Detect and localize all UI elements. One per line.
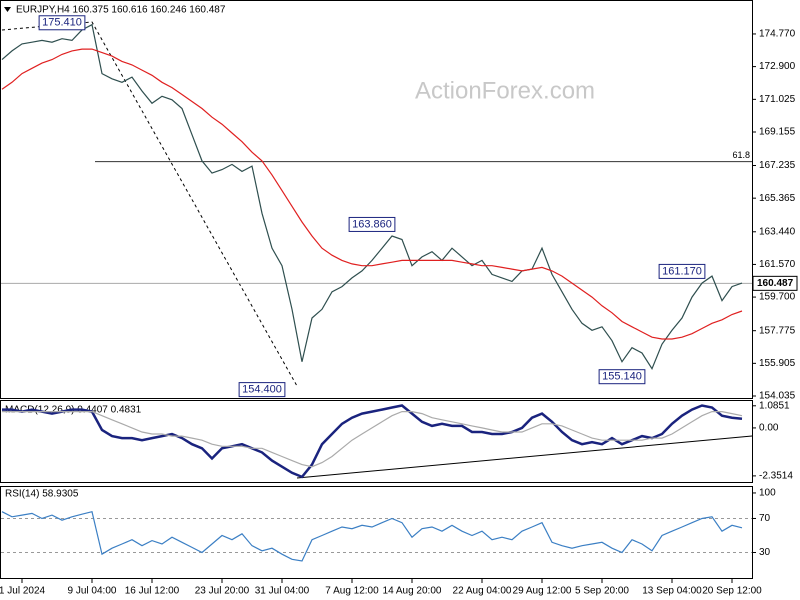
y-tick-label: 169.155 <box>759 127 796 138</box>
x-tick-label: 20 Sep 12:00 <box>702 586 762 597</box>
x-tick-label: 23 Jul 20:00 <box>195 586 250 597</box>
annotation-box <box>348 216 396 232</box>
title-icon <box>4 7 11 12</box>
y-tick-label: 174.770 <box>759 29 796 40</box>
series-line <box>1 48 743 340</box>
y-tick-label: 30 <box>759 547 771 558</box>
y-tick-label: 165.365 <box>759 193 796 204</box>
y-tick-label: 172.900 <box>759 61 796 72</box>
y-tick-label: 70 <box>759 513 771 524</box>
annotation-box <box>38 15 86 31</box>
macd-pane <box>0 400 753 483</box>
rsi-title: RSI(14) 58.9305 <box>5 489 79 500</box>
annotation-label: 161.170 <box>662 265 702 277</box>
y-tick-label: 155.905 <box>759 358 796 369</box>
annotation-box <box>658 263 706 279</box>
x-tick-label: 22 Aug 04:00 <box>453 586 512 597</box>
last-price-box <box>752 275 798 291</box>
x-tick-label: 7 Aug 12:00 <box>325 586 379 597</box>
x-tick-label: 1 Jul 2024 <box>0 586 46 597</box>
y-tick-label: 167.235 <box>759 160 796 171</box>
y-tick-label: 1.0851 <box>759 400 790 411</box>
chart-title: EURJPY,H4 160.375 160.616 160.246 160.48… <box>16 5 226 16</box>
annotation-box <box>238 382 286 398</box>
annotation-label: 163.860 <box>352 218 392 230</box>
macd-trendline <box>296 435 753 479</box>
y-tick-label: 163.440 <box>759 226 796 237</box>
series-line <box>2 411 743 468</box>
x-tick-label: 9 Jul 04:00 <box>68 586 117 597</box>
last-price-label: 160.487 <box>757 278 794 289</box>
x-tick-label: 14 Aug 20:00 <box>383 586 442 597</box>
series-line <box>1 510 743 562</box>
fib-label: 61.8 <box>732 150 750 160</box>
series-line <box>1 23 743 371</box>
y-tick-label: 100 <box>759 488 776 499</box>
x-tick-label: 31 Jul 04:00 <box>255 586 310 597</box>
annotation-box <box>598 369 646 385</box>
y-tick-label: 159.700 <box>759 292 796 303</box>
x-tick-label: 5 Sep 20:00 <box>575 586 629 597</box>
y-tick-label: 0.00 <box>759 423 779 434</box>
x-tick-label: 13 Sep 04:00 <box>642 586 702 597</box>
y-tick-label: 154.035 <box>759 391 796 402</box>
x-tick-label: 16 Jul 12:00 <box>125 586 180 597</box>
y-tick-label: -2.3514 <box>759 471 793 482</box>
x-tick-label: 29 Aug 12:00 <box>513 586 572 597</box>
series-line <box>2 404 743 479</box>
watermark: ActionForex.com <box>415 77 595 104</box>
annotation-label: 155.140 <box>602 371 642 383</box>
annotation-label: 175.410 <box>42 17 82 29</box>
y-tick-label: 157.775 <box>759 325 796 336</box>
y-tick-label: 161.570 <box>759 259 796 270</box>
annotation-label: 154.400 <box>242 384 282 396</box>
rsi-pane <box>0 486 753 579</box>
price-pane <box>0 0 753 399</box>
y-tick-label: 171.025 <box>759 94 796 105</box>
swing-line <box>1 21 298 387</box>
